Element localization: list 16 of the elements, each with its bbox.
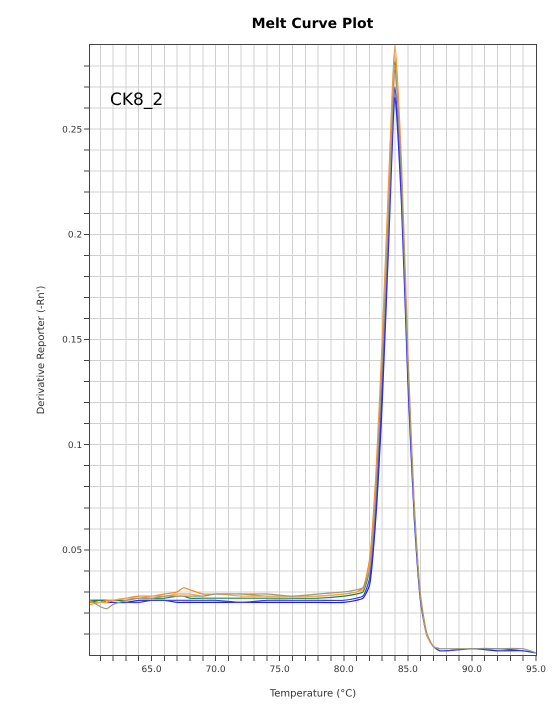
x-tick-label: 85.0 — [398, 664, 418, 675]
chart-title: Melt Curve Plot — [252, 16, 374, 32]
y-axis-title: Derivative Reporter (-Rn') — [36, 286, 48, 414]
y-tick-label: 0.2 — [68, 230, 82, 240]
y-tick-label: 0.25 — [62, 125, 82, 136]
annotation: CK8_2 — [110, 90, 164, 110]
x-tick-label: 75.0 — [270, 664, 290, 675]
x-tick-label: 80.0 — [334, 664, 354, 675]
x-tick-label: 65.0 — [141, 664, 162, 675]
y-tick-label: 0.15 — [62, 336, 82, 346]
x-tick-label: 95.0 — [526, 664, 546, 675]
x-tick-label: 90.0 — [462, 664, 482, 675]
y-tick-label: 0.05 — [62, 546, 82, 556]
x-tick-label: 70.0 — [206, 664, 226, 675]
x-axis-title: Temperature (°C) — [268, 688, 356, 700]
y-tick-label: 0.1 — [68, 440, 82, 451]
